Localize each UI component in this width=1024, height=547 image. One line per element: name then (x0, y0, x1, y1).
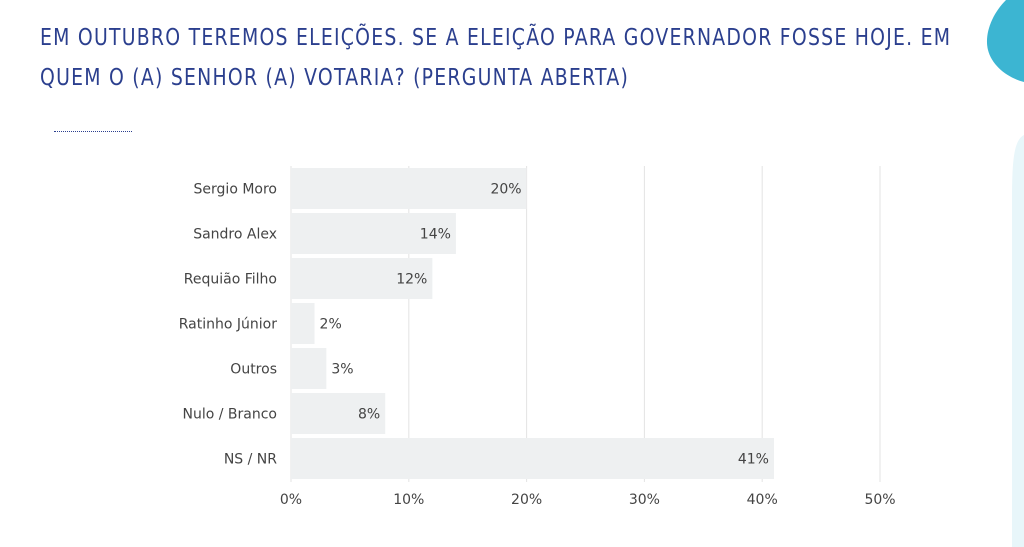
category-label: Outros (230, 362, 277, 378)
value-label: 2% (320, 317, 342, 333)
bar (291, 393, 386, 434)
x-tick-label: 30% (629, 492, 660, 508)
value-label: 3% (331, 362, 353, 378)
x-tick-label: 0% (280, 492, 302, 508)
bar (291, 213, 456, 254)
bar (291, 258, 433, 299)
category-label: Sergio Moro (194, 182, 277, 198)
title-underline-divider (54, 131, 132, 132)
x-tick-label: 10% (393, 492, 424, 508)
labels: 0% 10% 20% 30% 40% 50% Sergio Moro 20% Sandro Al… (179, 182, 896, 509)
bar (291, 303, 315, 344)
category-label: Nulo / Branco (183, 407, 278, 423)
category-label: Sandro Alex (193, 227, 277, 243)
x-tick-label: 40% (747, 492, 778, 508)
x-tick-label: 50% (864, 492, 895, 508)
category-label: Ratinho Júnior (179, 317, 277, 333)
value-label: 20% (490, 182, 521, 198)
category-label: NS / NR (224, 452, 277, 468)
decorative-teal-blob (986, 0, 1024, 82)
value-label: 8% (358, 407, 380, 423)
value-label: 41% (738, 452, 769, 468)
bar (291, 168, 527, 209)
value-label: 14% (420, 227, 451, 243)
value-label: 12% (396, 272, 427, 288)
bars (291, 168, 774, 479)
category-label: Requião Filho (184, 272, 277, 288)
bar (291, 348, 327, 389)
decorative-side-shapes (986, 0, 1024, 547)
chart-title-line-2: QUEM O (A) SENHOR (A) VOTARIA? (PERGUNTA… (40, 65, 630, 91)
bar (291, 438, 774, 479)
decorative-light-band (1012, 135, 1024, 547)
x-tick-label: 20% (511, 492, 542, 508)
